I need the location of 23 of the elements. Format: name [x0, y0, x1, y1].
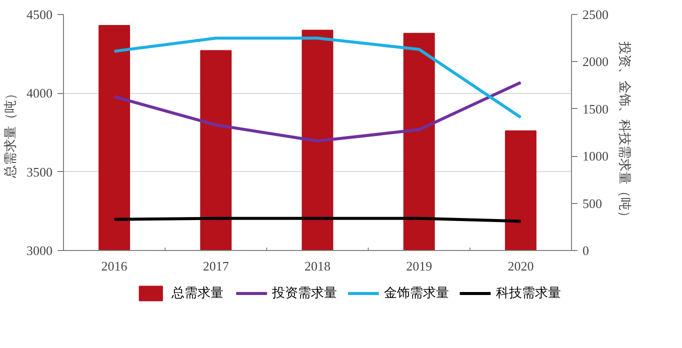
y-tick-label: 4500: [26, 7, 52, 22]
line-series: [112, 36, 522, 119]
x-tick-label: 2018: [304, 258, 330, 274]
y2-axis-title: 投资、金饰、科技需求量（吨）: [616, 40, 632, 224]
y2-tick-label: 1000: [582, 148, 608, 164]
y-tick-label: 3000: [26, 243, 52, 258]
line-series: [112, 80, 522, 142]
x-tick-label: 2019: [406, 258, 432, 274]
x-tick-label: 2016: [101, 258, 128, 274]
y2-tick-label: 0: [582, 243, 589, 258]
y2-tick-label: 500: [582, 196, 602, 211]
y-tick-label: 3500: [26, 164, 52, 180]
x-tick-label: 2020: [508, 258, 534, 274]
y2-tick-label: 2500: [582, 7, 608, 22]
legend-label: 科技需求量: [496, 286, 561, 301]
y-tick-label: 4000: [26, 86, 52, 101]
legend-label: 总需求量: [170, 286, 224, 301]
x-tick-label: 2017: [202, 258, 230, 274]
y2-tick-label: 1500: [582, 101, 608, 116]
y2-tick-label: 2000: [582, 54, 608, 70]
legend-label: 投资需求量: [271, 286, 338, 301]
legend-label: 金饰需求量: [384, 286, 449, 301]
y-axis-title: 总需求量（吨）: [4, 87, 18, 179]
